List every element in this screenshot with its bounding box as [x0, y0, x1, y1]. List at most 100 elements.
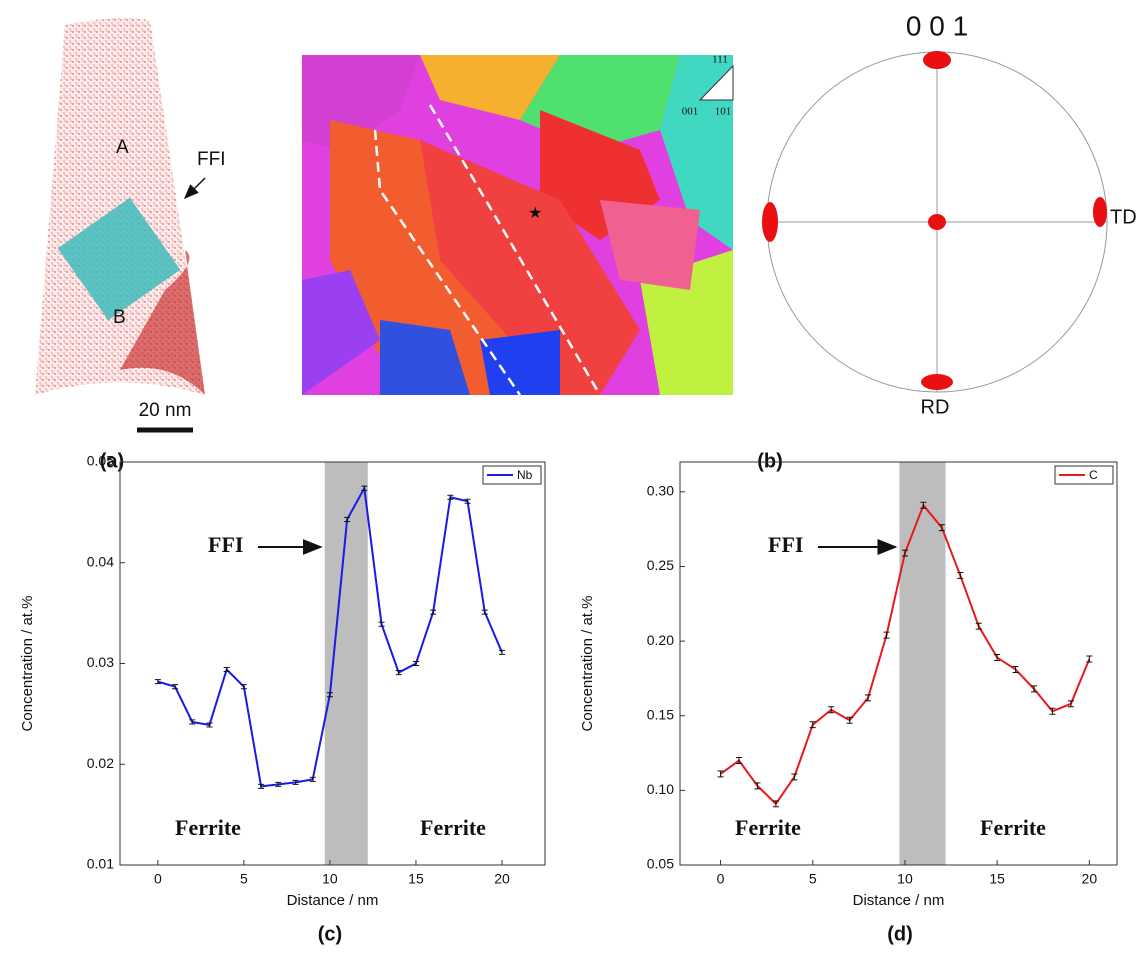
- ipf-label: 111: [712, 54, 728, 66]
- y-tick-label: 0.15: [647, 706, 674, 722]
- legend-label: C: [1089, 468, 1098, 482]
- y-tick-label: 0.05: [647, 856, 674, 872]
- grain: [640, 250, 733, 395]
- y-tick-label: 0.05: [87, 453, 114, 469]
- x-tick-label: 20: [494, 871, 510, 887]
- boundary: [373, 104, 602, 396]
- error-bar: [828, 706, 835, 714]
- caption: (c): [318, 923, 342, 945]
- label-b: B: [113, 307, 126, 328]
- error-bar: [172, 684, 179, 690]
- grain: [420, 55, 560, 120]
- error-bar: [240, 684, 247, 690]
- error-bar: [1067, 700, 1074, 708]
- chart: 0.01 0.02 0.03 0.04 0.05 0 5 10 15 20 Distance / n…: [19, 453, 546, 945]
- error-bar: [481, 609, 488, 615]
- error-bar: [464, 498, 471, 504]
- panel-a: A FFI B 20 nm (a): [35, 18, 226, 472]
- error-bar: [378, 621, 385, 627]
- x-tick-label: 0: [717, 871, 725, 887]
- error-bar: [883, 631, 890, 639]
- grain: [480, 330, 560, 395]
- grain: [380, 320, 470, 395]
- error-bar: [736, 757, 743, 765]
- error-bar: [189, 719, 196, 725]
- error-bar: [395, 670, 402, 676]
- roi-box: [57, 197, 181, 321]
- grain: [420, 140, 640, 395]
- ipf-key: [698, 64, 734, 101]
- x-tick-label: 15: [408, 871, 424, 887]
- error-bar: [361, 485, 368, 491]
- y-tick-label: 0.02: [87, 755, 114, 771]
- panel-b: ★ 111 001 101 0 0 1 TD RD (b): [302, 10, 1137, 472]
- y-tick-label: 0.30: [647, 483, 674, 499]
- error-bar: [430, 609, 437, 615]
- x-axis-title: Distance / nm: [853, 892, 945, 909]
- x-tick-label: 20: [1082, 871, 1098, 887]
- grain: [600, 200, 700, 290]
- ipf-label: 001: [682, 106, 699, 118]
- annotation: FFI: [768, 532, 803, 557]
- error-bar: [498, 649, 505, 655]
- x-tick-label: 0: [154, 871, 162, 887]
- error-bar: [275, 781, 282, 787]
- error-bar: [326, 692, 333, 698]
- grain: [302, 270, 380, 395]
- error-bar: [206, 722, 213, 728]
- y-axis-title: Concentration / at.%: [19, 596, 36, 732]
- label-a: A: [116, 137, 129, 158]
- caption: (b): [757, 450, 783, 472]
- error-bar: [447, 494, 454, 500]
- chart: 0.05 0.10 0.15 0.20 0.25 0.30 0 5 10 15 20 Distance…: [579, 461, 1118, 945]
- y-axis-title: Concentration / at.%: [579, 596, 596, 732]
- y-tick-label: 0.03: [87, 654, 114, 670]
- error-bar: [717, 770, 724, 778]
- annotation: Ferrite: [175, 815, 241, 840]
- error-bar: [938, 524, 945, 532]
- y-tick-label: 0.01: [87, 856, 114, 872]
- label-ffi: FFI: [197, 149, 226, 170]
- annotation: Ferrite: [735, 815, 801, 840]
- error-bar: [1049, 707, 1056, 715]
- caption: (d): [887, 923, 913, 945]
- pole-clusters: [762, 51, 1107, 390]
- ipf-label: 101: [715, 106, 732, 118]
- error-bar: [846, 716, 853, 724]
- x-tick-label: 5: [809, 871, 817, 887]
- caption: (a): [100, 450, 124, 472]
- error-bar: [292, 779, 299, 785]
- error-bar: [258, 783, 265, 789]
- error-bar: [809, 721, 816, 729]
- x-tick-label: 5: [240, 871, 248, 887]
- error-bar: [1086, 655, 1093, 663]
- annotation: Ferrite: [420, 815, 486, 840]
- error-bar: [791, 773, 798, 781]
- error-bar: [412, 660, 419, 667]
- plot-frame: [679, 461, 1118, 866]
- dense-region: [120, 250, 205, 395]
- legend-label: Nb: [517, 468, 533, 482]
- error-bar: [1012, 665, 1019, 673]
- error-bar: [754, 782, 761, 790]
- y-tick-label: 0.20: [647, 632, 674, 648]
- annotation: FFI: [208, 532, 243, 557]
- error-bar: [975, 622, 982, 630]
- x-tick-label: 10: [322, 871, 338, 887]
- error-bar: [344, 516, 351, 522]
- td-label: TD: [1110, 206, 1137, 228]
- x-tick-label: 10: [897, 871, 913, 887]
- error-bar: [865, 694, 872, 702]
- error-bar: [957, 571, 964, 579]
- y-tick-label: 0.25: [647, 557, 674, 573]
- error-bar: [994, 654, 1001, 662]
- error-bar: [772, 800, 779, 808]
- error-bar: [309, 776, 316, 782]
- ffi-arrow: [183, 177, 206, 200]
- shaded-region: [899, 462, 946, 865]
- annotation: Ferrite: [980, 815, 1046, 840]
- rd-label: RD: [921, 396, 950, 418]
- error-bar: [901, 549, 908, 557]
- star: ★: [528, 205, 542, 222]
